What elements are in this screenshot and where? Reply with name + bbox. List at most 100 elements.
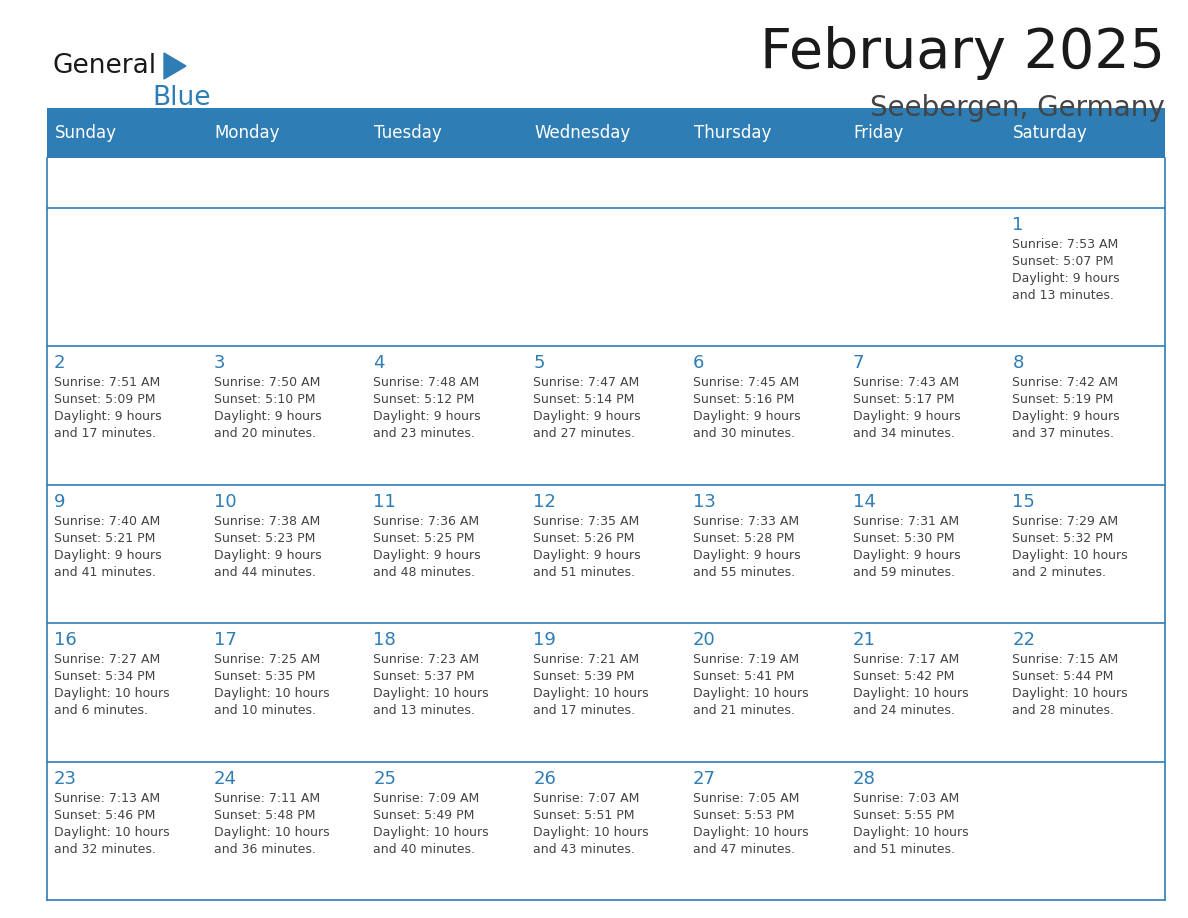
- Text: Daylight: 10 hours: Daylight: 10 hours: [53, 825, 170, 839]
- Text: Daylight: 9 hours: Daylight: 9 hours: [1012, 410, 1120, 423]
- Text: Sunset: 5:10 PM: Sunset: 5:10 PM: [214, 394, 315, 407]
- Bar: [207, 346, 366, 485]
- Text: and 32 minutes.: and 32 minutes.: [53, 843, 156, 856]
- Bar: [366, 623, 526, 762]
- Bar: [685, 208, 846, 346]
- Text: Daylight: 10 hours: Daylight: 10 hours: [373, 825, 489, 839]
- Text: Daylight: 10 hours: Daylight: 10 hours: [53, 688, 170, 700]
- Text: and 10 minutes.: and 10 minutes.: [214, 704, 316, 717]
- Text: Sunset: 5:53 PM: Sunset: 5:53 PM: [693, 809, 795, 822]
- Text: Daylight: 9 hours: Daylight: 9 hours: [53, 549, 162, 562]
- Text: and 37 minutes.: and 37 minutes.: [1012, 428, 1114, 441]
- Text: Sunset: 5:25 PM: Sunset: 5:25 PM: [373, 532, 475, 544]
- Text: February 2025: February 2025: [760, 26, 1165, 80]
- Text: and 47 minutes.: and 47 minutes.: [693, 843, 795, 856]
- Text: and 41 minutes.: and 41 minutes.: [53, 565, 156, 579]
- Text: Sunset: 5:17 PM: Sunset: 5:17 PM: [853, 394, 954, 407]
- Text: Daylight: 9 hours: Daylight: 9 hours: [53, 410, 162, 423]
- Text: Sunrise: 7:53 AM: Sunrise: 7:53 AM: [1012, 238, 1119, 251]
- Text: 23: 23: [53, 769, 77, 788]
- Text: Daylight: 9 hours: Daylight: 9 hours: [853, 410, 960, 423]
- Text: Sunset: 5:14 PM: Sunset: 5:14 PM: [533, 394, 634, 407]
- Text: 16: 16: [53, 632, 77, 649]
- Bar: [526, 623, 685, 762]
- Text: 5: 5: [533, 354, 544, 373]
- Text: Sunset: 5:26 PM: Sunset: 5:26 PM: [533, 532, 634, 544]
- Text: 4: 4: [373, 354, 385, 373]
- Text: Sunrise: 7:11 AM: Sunrise: 7:11 AM: [214, 791, 320, 804]
- Bar: [366, 762, 526, 900]
- Text: Sunrise: 7:05 AM: Sunrise: 7:05 AM: [693, 791, 800, 804]
- Text: and 48 minutes.: and 48 minutes.: [373, 565, 475, 579]
- Text: Daylight: 10 hours: Daylight: 10 hours: [1012, 549, 1127, 562]
- Text: 10: 10: [214, 493, 236, 510]
- Bar: [48, 346, 207, 485]
- Bar: [846, 346, 1005, 485]
- Text: Sunrise: 7:17 AM: Sunrise: 7:17 AM: [853, 654, 959, 666]
- Text: Sunset: 5:35 PM: Sunset: 5:35 PM: [214, 670, 315, 683]
- Text: Friday: Friday: [853, 124, 904, 142]
- Text: Daylight: 10 hours: Daylight: 10 hours: [853, 825, 968, 839]
- Text: 7: 7: [853, 354, 864, 373]
- Text: Sunrise: 7:35 AM: Sunrise: 7:35 AM: [533, 515, 639, 528]
- Text: Monday: Monday: [215, 124, 280, 142]
- Text: Daylight: 9 hours: Daylight: 9 hours: [214, 410, 321, 423]
- Text: Sunrise: 7:03 AM: Sunrise: 7:03 AM: [853, 791, 959, 804]
- Text: Daylight: 9 hours: Daylight: 9 hours: [693, 549, 801, 562]
- Bar: [526, 346, 685, 485]
- Text: 15: 15: [1012, 493, 1035, 510]
- Text: Daylight: 10 hours: Daylight: 10 hours: [853, 688, 968, 700]
- Text: Seebergen, Germany: Seebergen, Germany: [871, 94, 1165, 122]
- Text: Sunrise: 7:07 AM: Sunrise: 7:07 AM: [533, 791, 639, 804]
- Text: Daylight: 9 hours: Daylight: 9 hours: [693, 410, 801, 423]
- Text: and 28 minutes.: and 28 minutes.: [1012, 704, 1114, 717]
- Text: Sunset: 5:07 PM: Sunset: 5:07 PM: [1012, 255, 1114, 268]
- Text: Sunrise: 7:25 AM: Sunrise: 7:25 AM: [214, 654, 320, 666]
- Text: Sunset: 5:48 PM: Sunset: 5:48 PM: [214, 809, 315, 822]
- Text: Sunrise: 7:36 AM: Sunrise: 7:36 AM: [373, 515, 480, 528]
- Text: and 21 minutes.: and 21 minutes.: [693, 704, 795, 717]
- Text: Daylight: 10 hours: Daylight: 10 hours: [533, 825, 649, 839]
- Text: Sunrise: 7:48 AM: Sunrise: 7:48 AM: [373, 376, 480, 389]
- Text: 21: 21: [853, 632, 876, 649]
- Text: Sunset: 5:44 PM: Sunset: 5:44 PM: [1012, 670, 1113, 683]
- Text: and 40 minutes.: and 40 minutes.: [373, 843, 475, 856]
- Text: and 51 minutes.: and 51 minutes.: [853, 843, 955, 856]
- Text: Daylight: 9 hours: Daylight: 9 hours: [533, 410, 640, 423]
- Text: Daylight: 9 hours: Daylight: 9 hours: [373, 549, 481, 562]
- Text: Sunrise: 7:27 AM: Sunrise: 7:27 AM: [53, 654, 160, 666]
- Bar: [48, 208, 207, 346]
- Text: and 55 minutes.: and 55 minutes.: [693, 565, 795, 579]
- Text: Sunrise: 7:50 AM: Sunrise: 7:50 AM: [214, 376, 320, 389]
- Text: Sunset: 5:34 PM: Sunset: 5:34 PM: [53, 670, 156, 683]
- Text: 19: 19: [533, 632, 556, 649]
- Text: Sunset: 5:21 PM: Sunset: 5:21 PM: [53, 532, 156, 544]
- Text: 3: 3: [214, 354, 226, 373]
- Text: Sunrise: 7:19 AM: Sunrise: 7:19 AM: [693, 654, 800, 666]
- Text: Sunrise: 7:42 AM: Sunrise: 7:42 AM: [1012, 376, 1118, 389]
- Text: 18: 18: [373, 632, 396, 649]
- Text: Sunset: 5:42 PM: Sunset: 5:42 PM: [853, 670, 954, 683]
- Bar: [48, 762, 207, 900]
- Text: Sunset: 5:51 PM: Sunset: 5:51 PM: [533, 809, 634, 822]
- Text: Daylight: 10 hours: Daylight: 10 hours: [214, 825, 329, 839]
- Text: Tuesday: Tuesday: [374, 124, 442, 142]
- Text: and 17 minutes.: and 17 minutes.: [533, 704, 636, 717]
- Text: and 34 minutes.: and 34 minutes.: [853, 428, 954, 441]
- Bar: [366, 346, 526, 485]
- Text: 25: 25: [373, 769, 397, 788]
- Text: Daylight: 10 hours: Daylight: 10 hours: [533, 688, 649, 700]
- Text: Sunset: 5:23 PM: Sunset: 5:23 PM: [214, 532, 315, 544]
- Bar: [685, 623, 846, 762]
- Text: 8: 8: [1012, 354, 1024, 373]
- Text: 13: 13: [693, 493, 715, 510]
- Text: 6: 6: [693, 354, 704, 373]
- Bar: [526, 485, 685, 623]
- Text: Daylight: 10 hours: Daylight: 10 hours: [693, 688, 809, 700]
- Text: Sunset: 5:16 PM: Sunset: 5:16 PM: [693, 394, 795, 407]
- Text: and 2 minutes.: and 2 minutes.: [1012, 565, 1106, 579]
- Bar: [48, 108, 1165, 158]
- Text: and 43 minutes.: and 43 minutes.: [533, 843, 636, 856]
- Text: 14: 14: [853, 493, 876, 510]
- Text: Sunset: 5:46 PM: Sunset: 5:46 PM: [53, 809, 156, 822]
